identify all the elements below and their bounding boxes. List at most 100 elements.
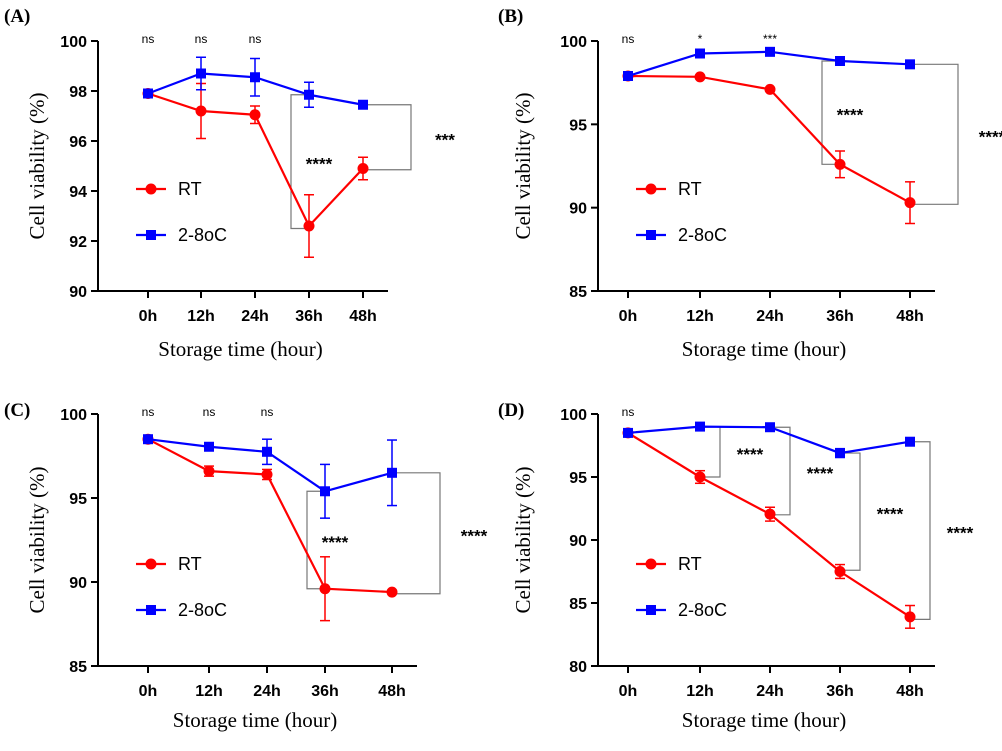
y-tick-label: 85 bbox=[69, 659, 87, 676]
legend-label: 2-8oC bbox=[678, 225, 727, 245]
x-tick-label: 48h bbox=[896, 308, 924, 325]
significance-bracket bbox=[290, 94, 311, 230]
data-point-square bbox=[623, 427, 633, 438]
significance-bracket bbox=[394, 472, 441, 595]
significance-label: ns bbox=[203, 405, 216, 419]
x-tick-label: 24h bbox=[253, 683, 281, 700]
y-tick-label: 98 bbox=[69, 84, 87, 101]
data-point-circle bbox=[249, 109, 261, 121]
y-tick-label: 100 bbox=[560, 34, 587, 51]
y-tick-label: 90 bbox=[69, 284, 87, 301]
legend-marker-circle bbox=[645, 558, 657, 570]
data-point-circle bbox=[303, 220, 315, 232]
x-axis-title: Storage time (hour) bbox=[682, 708, 846, 732]
significance-bracket-label: **** bbox=[979, 127, 1002, 146]
data-point-circle bbox=[694, 71, 706, 83]
data-point-circle bbox=[386, 586, 398, 598]
y-tick-label: 95 bbox=[69, 491, 87, 508]
significance-bracket-label: **** bbox=[837, 106, 864, 125]
x-tick-label: 48h bbox=[378, 683, 406, 700]
x-tick-label: 0h bbox=[139, 308, 158, 325]
data-point-square bbox=[304, 89, 314, 100]
x-tick-label: 0h bbox=[619, 308, 638, 325]
significance-label: ns bbox=[142, 405, 155, 419]
significance-bracket-label: **** bbox=[306, 155, 333, 174]
x-tick-label: 12h bbox=[187, 308, 215, 325]
data-point-circle bbox=[904, 197, 916, 209]
x-tick-label: 36h bbox=[311, 683, 339, 700]
y-axis-title: Cell viability (%) bbox=[511, 467, 535, 614]
legend-marker-circle bbox=[145, 558, 157, 570]
data-point-square bbox=[695, 48, 705, 59]
significance-bracket bbox=[912, 63, 959, 205]
panel-label: (D) bbox=[498, 400, 524, 421]
y-axis-title: Cell viability (%) bbox=[25, 467, 49, 614]
y-axis-title: Cell viability (%) bbox=[25, 93, 49, 240]
data-point-square bbox=[143, 434, 153, 445]
legend-label: 2-8oC bbox=[178, 600, 227, 620]
legend-label: RT bbox=[178, 179, 202, 199]
y-tick-label: 90 bbox=[69, 575, 87, 592]
significance-label: ns bbox=[622, 32, 635, 46]
x-tick-label: 48h bbox=[349, 308, 377, 325]
panel-label: (C) bbox=[4, 400, 30, 421]
panel-label: (B) bbox=[498, 6, 523, 27]
series-line bbox=[627, 74, 911, 204]
x-tick-label: 36h bbox=[826, 683, 854, 700]
x-axis-title: Storage time (hour) bbox=[158, 337, 322, 361]
data-point-square bbox=[905, 436, 915, 447]
significance-bracket bbox=[912, 441, 931, 620]
y-tick-label: 95 bbox=[569, 470, 587, 487]
y-tick-label: 94 bbox=[69, 184, 87, 201]
data-point-square bbox=[905, 59, 915, 70]
significance-bracket bbox=[702, 426, 721, 478]
y-tick-label: 100 bbox=[560, 407, 587, 424]
y-axis-title: Cell viability (%) bbox=[511, 93, 535, 240]
significance-label: *** bbox=[763, 32, 777, 46]
legend-marker-circle bbox=[145, 183, 157, 195]
data-point-square bbox=[835, 56, 845, 66]
significance-bracket bbox=[365, 104, 412, 171]
data-point-square bbox=[143, 88, 153, 99]
legend-label: 2-8oC bbox=[678, 600, 727, 620]
x-tick-label: 12h bbox=[686, 308, 714, 325]
legend-label: RT bbox=[678, 179, 702, 199]
panel-a-chart: (A) 90 92 94 96 98 100 0h 12h 24h 36h 48h Storage ti… bbox=[4, 6, 455, 361]
data-point-circle bbox=[195, 105, 207, 117]
y-tick-label: 96 bbox=[69, 134, 87, 151]
y-tick-label: 85 bbox=[569, 284, 587, 301]
y-tick-label: 100 bbox=[60, 407, 87, 424]
significance-bracket-label: **** bbox=[947, 524, 974, 543]
significance-bracket bbox=[772, 426, 791, 516]
y-tick-label: 85 bbox=[569, 596, 587, 613]
data-point-circle bbox=[834, 158, 846, 170]
data-point-circle bbox=[261, 468, 273, 480]
x-tick-label: 36h bbox=[826, 308, 854, 325]
legend-marker-square bbox=[146, 230, 156, 240]
panel-label: (A) bbox=[4, 6, 30, 27]
data-point-circle bbox=[694, 471, 706, 483]
data-point-square bbox=[835, 448, 845, 459]
significance-label: ns bbox=[249, 32, 262, 46]
x-axis-title: Storage time (hour) bbox=[173, 708, 337, 732]
legend-marker-square bbox=[646, 605, 656, 615]
significance-bracket-label: **** bbox=[461, 526, 488, 545]
data-point-square bbox=[387, 467, 397, 478]
data-point-circle bbox=[834, 566, 846, 577]
data-point-square bbox=[250, 72, 260, 83]
significance-bracket bbox=[842, 452, 861, 571]
data-point-square bbox=[623, 71, 633, 81]
panel-d-chart: (D) 80 85 90 95 100 0h 12h 24h 36h 48h Storage time… bbox=[498, 400, 974, 732]
data-point-circle bbox=[764, 83, 776, 95]
significance-bracket-label: **** bbox=[737, 445, 764, 464]
significance-label: ns bbox=[142, 32, 155, 46]
legend-marker-square bbox=[646, 230, 656, 240]
significance-bracket-label: **** bbox=[322, 533, 349, 552]
data-point-square bbox=[765, 46, 775, 57]
y-tick-label: 92 bbox=[69, 234, 87, 251]
data-point-circle bbox=[357, 163, 369, 174]
data-point-square bbox=[765, 422, 775, 433]
x-tick-label: 36h bbox=[295, 308, 323, 325]
legend-marker-circle bbox=[645, 183, 657, 195]
